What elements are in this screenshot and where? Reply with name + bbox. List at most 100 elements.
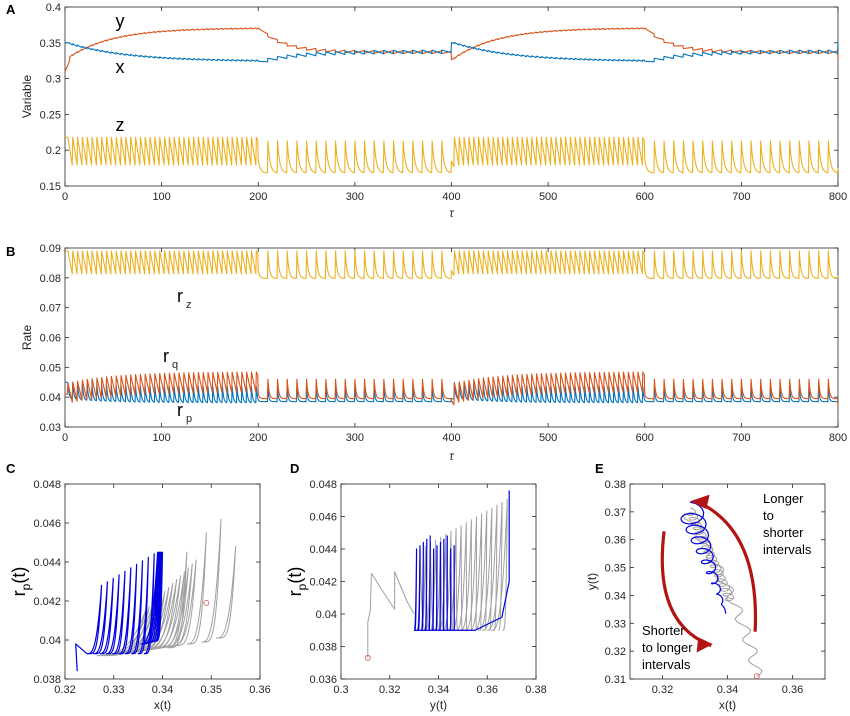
x-tick-label-E: 0.36 xyxy=(782,684,803,696)
y-tick-label-C: 0.042 xyxy=(33,596,61,608)
y-tick-label-B: 0.09 xyxy=(40,243,61,255)
blue-loop-D xyxy=(428,535,431,631)
y-tick-label-D: 0.04 xyxy=(316,609,337,621)
label-x: x xyxy=(116,57,125,77)
gray-loop-D xyxy=(442,530,454,631)
x-tick-label-C: 0.36 xyxy=(249,684,270,696)
y-tick-label-C: 0.046 xyxy=(33,518,61,530)
arrow-head-shorter xyxy=(696,637,713,653)
x-tick-label-B: 300 xyxy=(346,432,364,444)
x-tick-label-B: 100 xyxy=(152,432,170,444)
x-axis-label-C: x(t) xyxy=(154,698,171,712)
blue-loop-D xyxy=(431,548,435,631)
x-tick-label-A: 100 xyxy=(152,191,170,203)
y-axis-label-E: y(t) xyxy=(585,573,599,590)
label-y: y xyxy=(116,11,125,31)
y-axis-label-C: rp(t) xyxy=(9,567,33,597)
x-axis-label-B: τ xyxy=(449,449,455,463)
x-tick-label-A: 600 xyxy=(636,191,654,203)
x-tick-label-A: 0 xyxy=(62,191,68,203)
x-tick-label-D: 0.38 xyxy=(525,684,546,696)
blue-outer-D xyxy=(414,490,510,631)
gray-loop-D xyxy=(455,522,468,631)
x-tick-label-D: 0.34 xyxy=(428,684,449,696)
blue-loop-D xyxy=(424,538,428,631)
label-r-p: r xyxy=(177,400,183,420)
blue-trajectory-E xyxy=(680,501,727,614)
x-tick-label-E: 0.34 xyxy=(717,684,738,696)
x-tick-label-D: 0.36 xyxy=(477,684,498,696)
label-r-z-sub: z xyxy=(186,299,192,311)
y-tick-label-E: 0.31 xyxy=(605,674,626,686)
blue-start-C xyxy=(75,643,88,672)
y-axis-label-D: rp(t) xyxy=(285,567,309,597)
y-axis-label-C-suffix: (t) xyxy=(9,567,29,584)
y-tick-label-B: 0.05 xyxy=(40,362,61,374)
gray-loop-C xyxy=(172,559,197,646)
x-tick-label-A: 700 xyxy=(732,191,750,203)
x-tick-label-D: 0.32 xyxy=(379,684,400,696)
panel-letter-D: D xyxy=(290,461,299,476)
x-tick-label-B: 200 xyxy=(249,432,267,444)
gray-loop-C xyxy=(186,532,207,645)
annotation-longer-to-shorter: intervals xyxy=(763,542,812,557)
series-line-y xyxy=(64,27,839,72)
y-tick-label-D: 0.038 xyxy=(309,642,337,654)
x-tick-label-A: 400 xyxy=(442,191,460,203)
gray-loop-C xyxy=(201,518,222,643)
x-tick-label-B: 700 xyxy=(732,432,750,444)
y-axis-label-A: Variable xyxy=(20,75,34,118)
y-tick-label-D: 0.048 xyxy=(309,479,337,491)
y-tick-label-E: 0.38 xyxy=(605,479,626,491)
y-tick-label-E: 0.34 xyxy=(605,590,626,602)
gray-loop-D xyxy=(451,525,463,631)
y-tick-label-A: 0.3 xyxy=(46,74,61,86)
annotation-shorter-to-longer: intervals xyxy=(642,657,691,672)
y-tick-label-E: 0.36 xyxy=(605,535,626,547)
y-tick-label-C: 0.04 xyxy=(40,635,61,647)
x-tick-label-C: 0.35 xyxy=(201,684,222,696)
blue-loop-C xyxy=(93,581,109,655)
y-tick-label-B: 0.04 xyxy=(40,392,61,404)
y-tick-label-C: 0.044 xyxy=(33,557,61,569)
y-tick-label-D: 0.036 xyxy=(309,674,337,686)
panel-letter-E: E xyxy=(595,461,604,476)
blue-loop-C xyxy=(86,584,103,655)
y-axis-label-D-sub: p xyxy=(295,583,309,590)
panel-letter-C: C xyxy=(6,461,16,476)
y-tick-label-E: 0.32 xyxy=(605,646,626,658)
x-tick-label-A: 300 xyxy=(346,191,364,203)
y-tick-label-A: 0.15 xyxy=(40,181,61,193)
x-tick-label-B: 800 xyxy=(829,432,847,444)
y-tick-label-A: 0.25 xyxy=(40,109,61,121)
series-line-z xyxy=(64,136,839,174)
panel-letter-A: A xyxy=(6,2,16,17)
blue-loop-C xyxy=(124,563,138,655)
blue-loop-D xyxy=(439,541,442,631)
blue-loop-C xyxy=(154,551,164,642)
blue-loop-D xyxy=(413,548,418,631)
blue-loop-C xyxy=(112,570,126,655)
arrow-longer-to-shorter xyxy=(697,500,758,632)
x-tick-label-C: 0.33 xyxy=(103,684,124,696)
y-axis-label-C-sub: p xyxy=(19,583,33,590)
y-tick-label-B: 0.06 xyxy=(40,333,61,345)
gray-loop-C xyxy=(167,551,188,649)
x-tick-label-C: 0.34 xyxy=(152,684,173,696)
annotation-shorter-to-longer: Shorter xyxy=(642,623,685,638)
x-tick-label-E: 0.32 xyxy=(652,684,673,696)
blue-loop-C xyxy=(137,556,149,655)
y-tick-label-E: 0.33 xyxy=(605,618,626,630)
x-tick-label-B: 600 xyxy=(636,432,654,444)
blue-loop-D xyxy=(420,541,424,631)
gray-coil-E xyxy=(686,507,735,602)
x-tick-label-A: 500 xyxy=(539,191,557,203)
annotation-longer-to-shorter: Longer xyxy=(763,491,804,506)
start-marker-E xyxy=(753,673,760,680)
annotation-longer-to-shorter: shorter xyxy=(763,525,804,540)
y-tick-label-E: 0.35 xyxy=(605,563,626,575)
x-tick-label-A: 200 xyxy=(249,191,267,203)
annotation-longer-to-shorter: to xyxy=(763,508,774,523)
blue-loop-D xyxy=(417,545,421,631)
